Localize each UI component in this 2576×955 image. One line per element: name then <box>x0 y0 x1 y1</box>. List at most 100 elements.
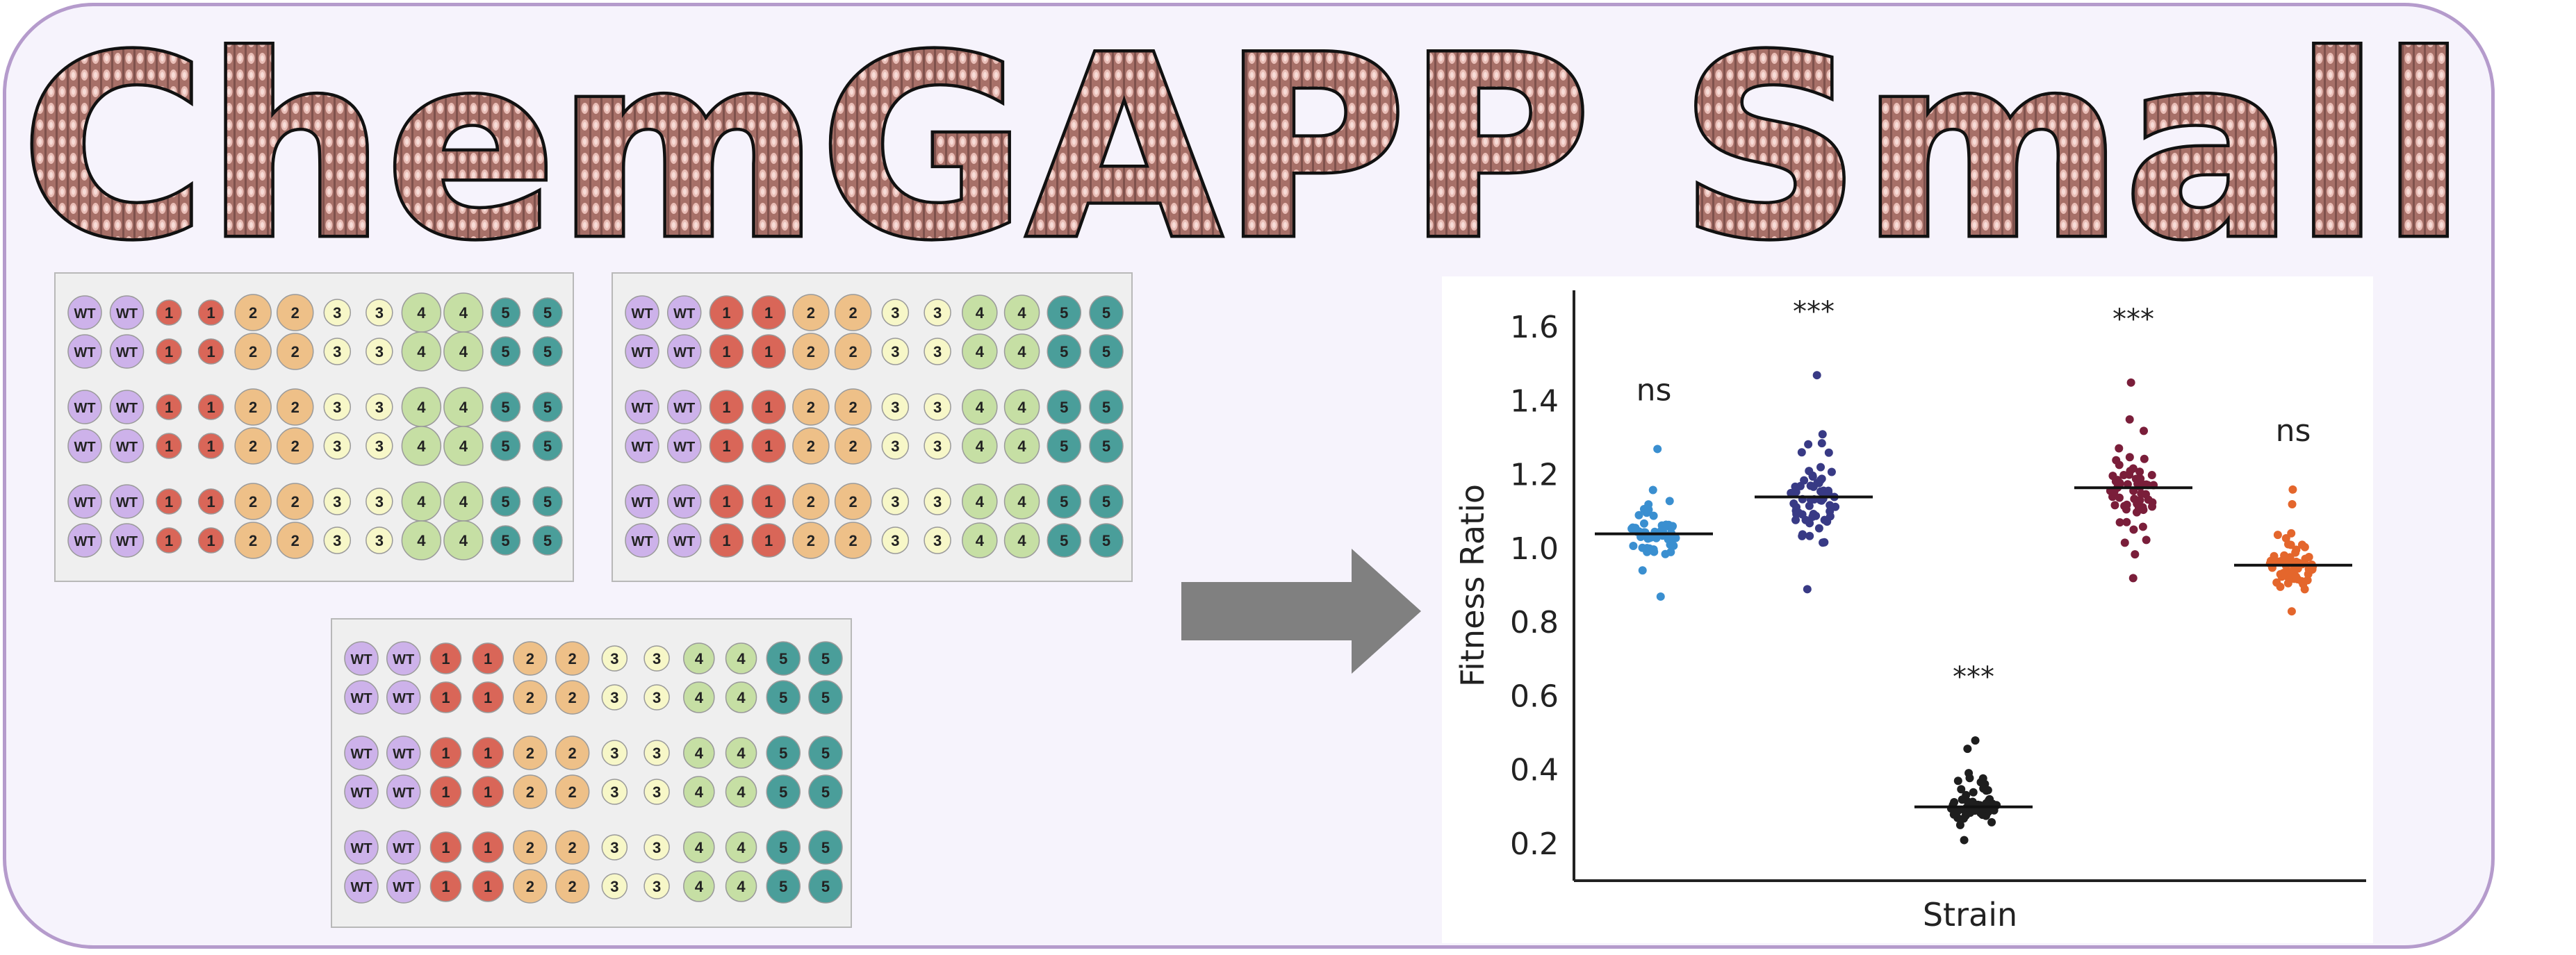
colony: 5 <box>532 297 563 328</box>
y-axis-label: Fitness Ratio <box>1454 484 1491 687</box>
colony-label: 3 <box>653 839 661 856</box>
data-point <box>2122 517 2131 526</box>
colony: 1 <box>709 390 744 424</box>
colony: 2 <box>513 736 548 770</box>
colony: 2 <box>276 294 314 331</box>
data-point <box>1629 541 1638 550</box>
colony: 2 <box>234 333 272 370</box>
significance-label: ns <box>2276 413 2311 449</box>
data-point <box>2287 529 2296 538</box>
colony: 2 <box>513 774 548 809</box>
colony: 2 <box>513 869 548 904</box>
data-point <box>1818 430 1827 439</box>
colony-label: 4 <box>417 343 426 360</box>
colony-label: 3 <box>891 399 899 416</box>
colony-label: 2 <box>291 532 300 549</box>
colony: 1 <box>197 394 224 420</box>
colony: 2 <box>834 427 872 465</box>
colony: 5 <box>766 680 801 715</box>
colony-label: 2 <box>849 493 858 510</box>
data-point <box>1819 488 1828 497</box>
data-point <box>1805 531 1814 540</box>
colony: 1 <box>751 429 786 463</box>
colony: 4 <box>443 387 484 427</box>
colony: 4 <box>683 831 715 863</box>
colony: WT <box>386 736 421 770</box>
colony-label: 3 <box>933 399 942 416</box>
colony: 4 <box>401 426 442 466</box>
colony-label: 4 <box>459 438 468 455</box>
colony-label: 4 <box>1017 343 1026 360</box>
colony: 4 <box>1003 389 1040 425</box>
colony: WT <box>344 774 379 809</box>
data-point <box>2287 607 2296 616</box>
data-point <box>1669 541 1678 550</box>
colony-label: 1 <box>764 343 773 360</box>
colony: 4 <box>962 522 998 558</box>
colony-label: 2 <box>849 438 858 455</box>
data-point <box>2120 538 2129 547</box>
colony-label: WT <box>116 440 138 455</box>
colony: 2 <box>792 483 830 520</box>
data-point <box>1665 497 1674 506</box>
colony: 3 <box>924 338 951 365</box>
colony: 3 <box>601 873 628 899</box>
data-point <box>2115 518 2124 527</box>
colony-label: 2 <box>291 493 300 510</box>
colony-label: 5 <box>501 493 509 510</box>
colony: 5 <box>1047 390 1082 424</box>
colony: WT <box>109 390 145 424</box>
colony: WT <box>625 334 659 369</box>
data-point <box>2304 552 2313 561</box>
data-point <box>1648 485 1657 495</box>
colony: 5 <box>766 774 801 809</box>
data-point <box>1806 481 1815 490</box>
colony: 1 <box>156 488 182 515</box>
colony-label: 5 <box>821 878 830 895</box>
data-point <box>2292 572 2301 581</box>
data-point <box>2292 545 2301 554</box>
data-point <box>2110 501 2119 510</box>
colony: 1 <box>709 523 744 558</box>
colony-label: 3 <box>610 783 618 801</box>
colony-label: WT <box>393 786 414 801</box>
colony: 4 <box>962 389 998 425</box>
colony-label: 5 <box>543 304 552 322</box>
colony: 3 <box>323 393 352 421</box>
colony-label: 5 <box>501 304 509 322</box>
colony: 3 <box>601 645 628 672</box>
data-point <box>2134 503 2143 512</box>
colony: 3 <box>881 299 910 326</box>
colony: 5 <box>1047 334 1082 369</box>
colony-label: 4 <box>976 304 985 322</box>
colony-label: 2 <box>291 304 300 322</box>
colony-label: WT <box>350 880 372 895</box>
data-point <box>2286 540 2295 549</box>
strain-group: *** <box>2074 304 2192 583</box>
data-point <box>2286 553 2295 562</box>
colony-label: 1 <box>484 689 492 706</box>
colony: 2 <box>555 830 590 865</box>
colony-label: 1 <box>441 745 450 762</box>
colony: 4 <box>1003 522 1040 558</box>
colony-label: 3 <box>610 878 618 895</box>
colony-label: WT <box>116 306 138 322</box>
colony-label: 5 <box>501 343 509 360</box>
colony-label: 5 <box>1060 399 1068 416</box>
colony: 1 <box>429 737 462 769</box>
data-point <box>2119 471 2128 480</box>
colony: 1 <box>751 523 786 558</box>
colony-label: 4 <box>695 689 704 706</box>
colony-label: WT <box>631 345 653 360</box>
colony: WT <box>344 736 379 770</box>
colony: WT <box>344 830 379 865</box>
colony-label: 4 <box>459 493 468 510</box>
colony: WT <box>625 429 659 463</box>
data-point <box>1631 524 1640 533</box>
colony-label: 1 <box>207 493 215 510</box>
colony: 4 <box>962 294 998 331</box>
colony-label: 1 <box>207 399 215 416</box>
colony-label: 3 <box>933 304 942 322</box>
colony-label: 2 <box>568 689 577 706</box>
data-point <box>1983 786 1992 795</box>
